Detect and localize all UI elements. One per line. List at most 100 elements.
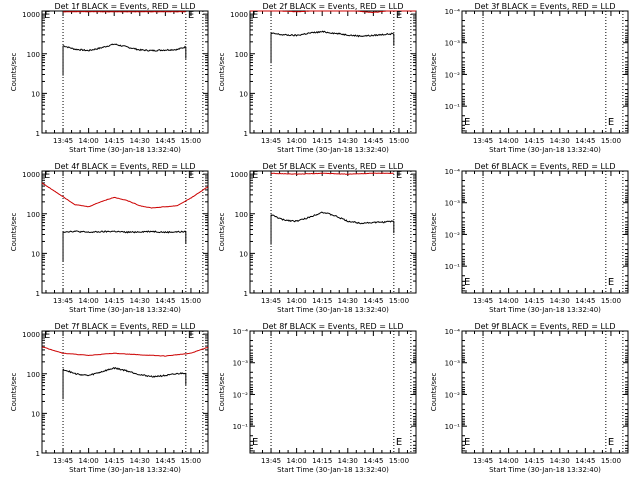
y-tick-label: 10⁻² <box>445 71 461 79</box>
event-marker: E <box>464 437 470 448</box>
y-tick-label: 10 <box>239 90 248 98</box>
y-axis-label: Counts/sec <box>10 373 18 412</box>
x-tick-label: 15:00 <box>601 137 621 145</box>
panel-3: Det 3f BLACK = Events, RED = LLD 10⁻⁴ 10⁻³… <box>430 2 629 154</box>
x-tick-label: 14:00 <box>79 297 99 305</box>
plot-frame <box>461 10 629 134</box>
y-tick-label: 1000 <box>22 11 40 19</box>
event-marker: E <box>608 117 614 128</box>
event-marker: E <box>396 170 402 181</box>
event-marker: E <box>252 437 258 448</box>
y-tick-label: 10⁻² <box>233 391 249 399</box>
plot-frame <box>41 330 209 454</box>
event-marker: E <box>464 277 470 288</box>
y-tick-label: 10⁻¹ <box>445 263 461 271</box>
y-tick-label: 10⁻² <box>445 231 461 239</box>
x-tick-label: 13:45 <box>53 297 73 305</box>
panel-9: Det 9f BLACK = Events, RED = LLD 10⁻⁴ 10⁻³… <box>430 322 629 474</box>
x-tick-label: 14:45 <box>363 297 383 305</box>
panel-title: Det 7f BLACK = Events, RED = LLD <box>54 322 195 331</box>
x-tick-label: 13:45 <box>53 457 73 465</box>
panel-7: Det 7f BLACK = Events, RED = LLD 1 10 100 10… <box>10 322 209 474</box>
y-tick-label: 1000 <box>230 171 248 179</box>
event-marker: E <box>396 437 402 448</box>
x-tick-label: 14:30 <box>130 137 150 145</box>
y-tick-label: 1000 <box>22 331 40 339</box>
series-events-line <box>270 211 395 225</box>
event-marker: E <box>464 117 470 128</box>
panel-title: Det 1f BLACK = Events, RED = LLD <box>54 2 195 11</box>
panel-8: Det 8f BLACK = Events, RED = LLD 10⁻⁴ 10⁻³… <box>218 322 417 474</box>
x-tick-label: 13:45 <box>473 137 493 145</box>
y-tick-label: 10⁻¹ <box>445 103 461 111</box>
y-axis-label: Counts/sec <box>430 53 438 92</box>
event-marker: E <box>608 437 614 448</box>
panel-2: Det 2f BLACK = Events, RED = LLD 1 10 100 10… <box>218 2 417 154</box>
y-tick-label: 1 <box>36 450 40 458</box>
y-axis-label: Counts/sec <box>218 53 226 92</box>
series-lld-line <box>250 10 416 14</box>
series-lld-line <box>270 172 394 175</box>
y-axis-label: Counts/sec <box>430 213 438 252</box>
y-tick-label: 100 <box>27 51 40 59</box>
x-tick-label: 15:00 <box>181 457 201 465</box>
x-tick-label: 15:00 <box>389 297 409 305</box>
x-tick-label: 14:30 <box>130 297 150 305</box>
x-tick-label: 14:00 <box>287 457 307 465</box>
series-lld-line <box>41 346 209 357</box>
panel-1: Det 1f BLACK = Events, RED = LLD 1 10 100 10… <box>10 2 209 154</box>
y-tick-label: 10 <box>31 90 40 98</box>
y-tick-label: 10⁻⁴ <box>445 168 461 176</box>
panel-6: Det 6f BLACK = Events, RED = LLD 10⁻⁴ 10⁻³… <box>430 162 629 314</box>
x-tick-label: 13:45 <box>473 297 493 305</box>
x-tick-label: 14:30 <box>550 457 570 465</box>
x-tick-label: 14:15 <box>312 137 332 145</box>
x-tick-label: 14:30 <box>550 137 570 145</box>
y-tick-label: 10⁻⁴ <box>445 8 461 16</box>
x-tick-label: 14:45 <box>363 137 383 145</box>
event-marker: E <box>252 170 258 181</box>
x-tick-label: 14:30 <box>338 457 358 465</box>
y-tick-label: 10⁻¹ <box>233 423 249 431</box>
y-tick-label: 100 <box>235 51 248 59</box>
y-axis-label: Counts/sec <box>218 373 226 412</box>
panel-title: Det 8f BLACK = Events, RED = LLD <box>262 322 403 331</box>
y-axis-label: Counts/sec <box>10 53 18 92</box>
y-tick-label: 10⁻⁴ <box>233 328 249 336</box>
x-tick-label: 14:15 <box>312 297 332 305</box>
event-marker: E <box>608 277 614 288</box>
panel-title: Det 9f BLACK = Events, RED = LLD <box>474 322 615 331</box>
y-tick-label: 10 <box>31 410 40 418</box>
x-tick-label: 14:45 <box>155 457 175 465</box>
event-marker: E <box>44 170 50 181</box>
panel-title: Det 4f BLACK = Events, RED = LLD <box>54 162 195 171</box>
y-tick-label: 10⁻⁴ <box>445 328 461 336</box>
x-tick-label: 14:15 <box>524 137 544 145</box>
x-tick-label: 14:45 <box>575 297 595 305</box>
x-tick-label: 14:45 <box>575 457 595 465</box>
y-tick-label: 10 <box>239 250 248 258</box>
y-tick-label: 1000 <box>22 171 40 179</box>
event-marker: E <box>188 330 194 341</box>
y-tick-label: 100 <box>27 371 40 379</box>
series-events-line <box>62 43 187 52</box>
event-marker: E <box>252 10 258 21</box>
x-tick-label: 14:30 <box>550 297 570 305</box>
x-axis-label: Start Time (30-Jan-18 13:32:40) <box>489 306 601 314</box>
x-tick-label: 13:45 <box>261 457 281 465</box>
x-tick-label: 14:15 <box>104 137 124 145</box>
series-events-line <box>62 367 187 378</box>
panel-4: Det 4f BLACK = Events, RED = LLD 1 10 100 10… <box>10 162 209 314</box>
event-marker: E <box>188 170 194 181</box>
event-marker: E <box>44 10 50 21</box>
x-tick-label: 14:15 <box>524 297 544 305</box>
x-tick-label: 13:45 <box>473 457 493 465</box>
y-tick-label: 10⁻³ <box>445 360 461 368</box>
series-events-line <box>270 30 395 38</box>
x-tick-label: 14:00 <box>499 137 519 145</box>
event-marker: E <box>188 10 194 21</box>
x-tick-label: 14:00 <box>287 297 307 305</box>
x-tick-label: 15:00 <box>389 457 409 465</box>
x-tick-label: 14:00 <box>79 457 99 465</box>
panel-5: Det 5f BLACK = Events, RED = LLD 1 10 100 10… <box>218 162 417 314</box>
